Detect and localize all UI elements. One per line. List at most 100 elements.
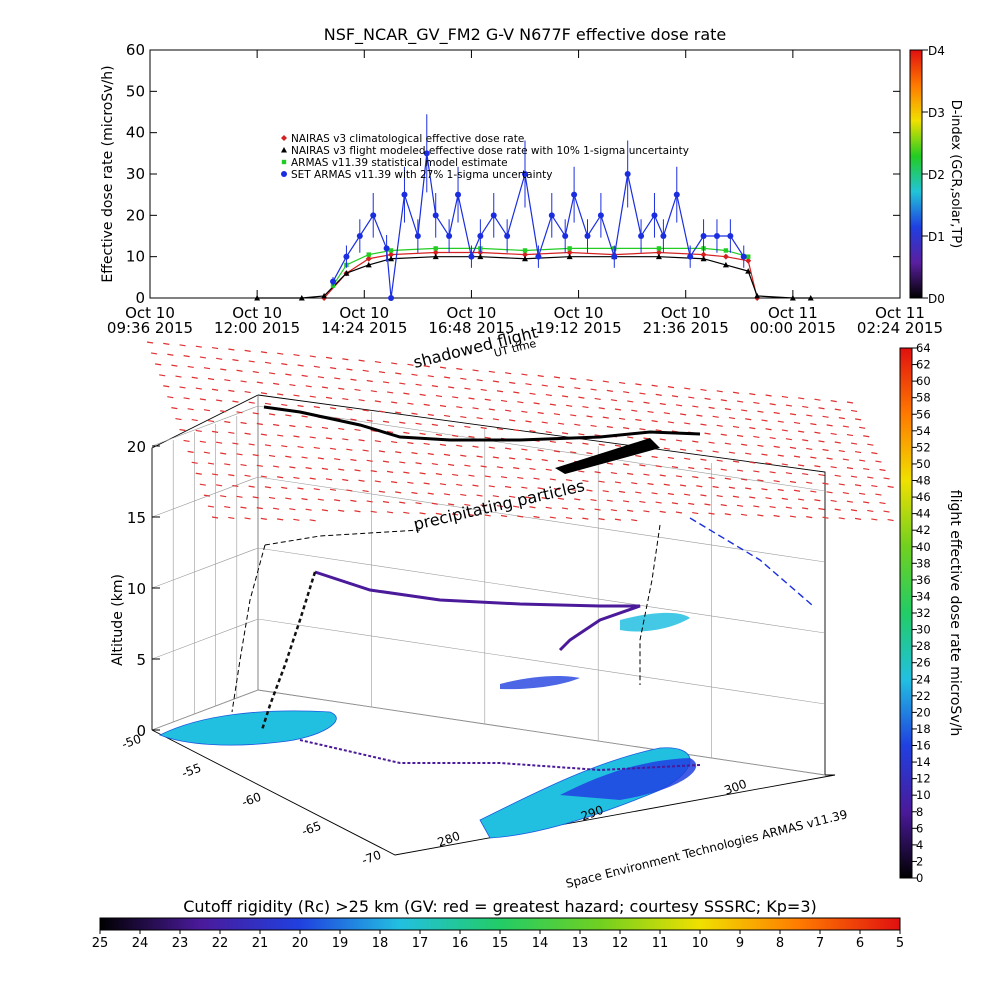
data-point bbox=[597, 212, 604, 219]
precip-mark bbox=[309, 477, 316, 480]
precip-mark bbox=[798, 397, 805, 400]
data-point bbox=[477, 253, 484, 260]
precip-mark bbox=[834, 441, 841, 444]
precip-mark bbox=[684, 387, 691, 390]
dose-rate-tick-label: 28 bbox=[916, 639, 931, 653]
precip-mark bbox=[781, 463, 788, 466]
precip-mark bbox=[423, 365, 430, 368]
precip-mark bbox=[635, 383, 642, 386]
precip-mark bbox=[562, 395, 569, 398]
precip-mark bbox=[720, 504, 727, 507]
precip-mark bbox=[545, 506, 552, 509]
precip-mark bbox=[887, 485, 894, 488]
precip-mark bbox=[256, 422, 263, 426]
precip-mark bbox=[509, 381, 516, 384]
precip-mark bbox=[659, 438, 666, 441]
precip-mark bbox=[757, 514, 764, 517]
data-point bbox=[740, 253, 747, 260]
precip-mark bbox=[793, 421, 801, 425]
precip-mark bbox=[443, 376, 451, 379]
data-point bbox=[722, 261, 729, 268]
precip-mark bbox=[443, 414, 451, 418]
precip-mark bbox=[728, 451, 736, 454]
longitude-tick-label: 280 bbox=[436, 829, 462, 850]
precip-mark bbox=[513, 429, 520, 432]
precip-mark bbox=[382, 420, 390, 423]
d-index-tick-label: D4 bbox=[928, 44, 945, 58]
precip-mark bbox=[313, 488, 320, 491]
cutoff-rigidity-tick-label: 20 bbox=[292, 936, 309, 951]
precip-mark bbox=[395, 451, 402, 454]
data-point bbox=[566, 249, 573, 256]
precip-mark bbox=[631, 409, 638, 412]
precip-mark bbox=[582, 442, 589, 445]
cutoff-rigidity-tick-label: 9 bbox=[736, 936, 744, 951]
precip-mark bbox=[281, 445, 288, 448]
precip-mark bbox=[708, 512, 715, 515]
precip-mark bbox=[411, 373, 418, 376]
dose-rate-colorbar-ticks: 0246810121416182022242628303234363840424… bbox=[912, 341, 931, 885]
precip-mark bbox=[395, 372, 402, 375]
precip-mark bbox=[732, 460, 740, 463]
precipitating-particles-layer bbox=[146, 341, 894, 522]
precip-mark bbox=[150, 352, 158, 355]
precip-mark bbox=[301, 456, 308, 459]
precip-mark bbox=[773, 480, 780, 483]
precip-mark bbox=[313, 406, 320, 409]
data-point bbox=[343, 270, 350, 276]
data-point bbox=[584, 233, 591, 239]
y-tick-label: 20 bbox=[126, 206, 145, 224]
x-tick-label-time: 02:24 2015 bbox=[857, 319, 943, 337]
series-group bbox=[254, 114, 814, 301]
precip-mark bbox=[696, 485, 703, 488]
data-point bbox=[567, 246, 572, 251]
precip-mark bbox=[252, 370, 259, 374]
precip-mark bbox=[777, 420, 784, 423]
precip-mark bbox=[330, 367, 337, 370]
precip-mark bbox=[867, 476, 874, 479]
precip-mark bbox=[688, 502, 695, 505]
x-tick-label-date: Oct 10 bbox=[339, 304, 389, 322]
precip-mark bbox=[386, 470, 394, 473]
precip-mark bbox=[268, 372, 276, 375]
precip-mark bbox=[696, 414, 703, 417]
precip-mark bbox=[187, 365, 194, 369]
legend-marker bbox=[281, 171, 287, 177]
precip-mark bbox=[240, 380, 247, 383]
precip-mark bbox=[163, 342, 170, 345]
dose-rate-tick-label: 22 bbox=[916, 689, 931, 703]
precip-mark bbox=[496, 466, 504, 469]
precip-mark bbox=[675, 475, 683, 478]
dose-rate-tick-label: 0 bbox=[916, 871, 923, 885]
precip-mark bbox=[745, 452, 752, 455]
precip-mark bbox=[785, 404, 793, 407]
x-tick-label-date: Oct 10 bbox=[125, 304, 175, 322]
data-point bbox=[423, 150, 430, 157]
precip-mark bbox=[586, 489, 593, 492]
precip-mark bbox=[415, 502, 422, 505]
precip-mark bbox=[346, 408, 353, 411]
precip-mark bbox=[606, 425, 613, 429]
precip-mark bbox=[452, 473, 459, 476]
precip-mark bbox=[541, 497, 548, 500]
precip-mark bbox=[415, 462, 422, 465]
dose-rate-tick-label: 4 bbox=[916, 838, 923, 852]
precip-mark bbox=[484, 514, 491, 517]
precip-mark bbox=[403, 471, 410, 474]
precip-mark bbox=[252, 454, 259, 457]
precip-mark bbox=[822, 482, 829, 485]
precip-mark bbox=[191, 461, 198, 464]
data-point bbox=[723, 248, 729, 253]
precip-mark bbox=[281, 403, 288, 407]
precip-mark bbox=[753, 401, 760, 405]
precip-mark bbox=[293, 353, 300, 357]
precip-mark bbox=[667, 421, 674, 424]
data-point bbox=[548, 212, 555, 219]
dose-rate-tick-label: 36 bbox=[916, 573, 931, 587]
data-point bbox=[388, 295, 395, 301]
precip-mark bbox=[594, 397, 601, 401]
altitude-grid-line bbox=[151, 618, 826, 705]
precip-mark bbox=[618, 381, 626, 385]
cutoff-rigidity-tick-label: 15 bbox=[492, 936, 509, 951]
precip-mark bbox=[146, 341, 154, 344]
